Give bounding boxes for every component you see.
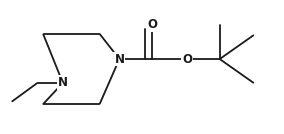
Text: N: N xyxy=(114,53,124,66)
Text: O: O xyxy=(182,53,192,66)
Text: O: O xyxy=(147,18,157,31)
Text: N: N xyxy=(58,76,68,89)
